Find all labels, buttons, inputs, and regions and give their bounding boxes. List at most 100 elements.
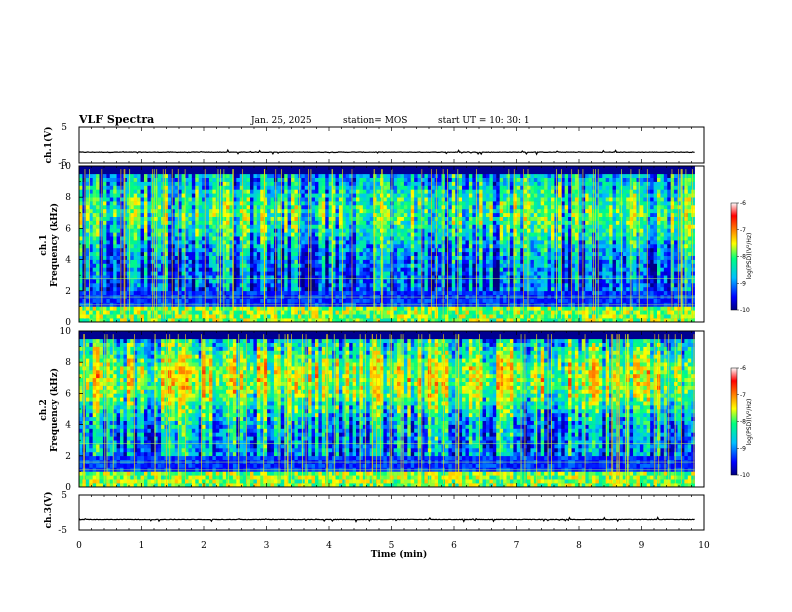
spectrogram-cell bbox=[383, 298, 388, 303]
spectrogram-cell bbox=[338, 275, 343, 280]
spectrogram-cell bbox=[458, 216, 463, 221]
spectrogram-cell bbox=[130, 173, 135, 178]
spectrogram-cell bbox=[253, 318, 258, 323]
spectrogram-cell bbox=[345, 263, 350, 268]
spectrogram-cell bbox=[267, 247, 271, 253]
spectrogram-cell bbox=[195, 259, 199, 264]
spectrogram-cell bbox=[267, 271, 271, 276]
spectrogram-cell bbox=[462, 205, 466, 210]
spectrogram-cell bbox=[424, 193, 429, 198]
spectrogram-cell bbox=[130, 259, 135, 264]
spectrogram-cell bbox=[256, 208, 261, 214]
spectrogram-cell bbox=[171, 212, 176, 217]
spectrogram-cell bbox=[191, 216, 196, 221]
spectrogram-cell bbox=[462, 193, 466, 198]
spectrogram-cell bbox=[140, 224, 145, 229]
spectrogram-cell bbox=[116, 271, 121, 276]
spectrogram-cell bbox=[475, 263, 480, 268]
spectrogram-cell bbox=[314, 240, 319, 245]
spectrogram-cell bbox=[226, 212, 230, 217]
spectrogram-cell bbox=[171, 166, 176, 171]
spectrogram-cell bbox=[212, 224, 217, 229]
spectrogram-cell bbox=[349, 314, 353, 319]
spectrogram-cell bbox=[417, 247, 422, 253]
spectrogram-cell bbox=[133, 286, 138, 292]
spectrogram-cell bbox=[181, 181, 186, 186]
spectrogram-cell bbox=[208, 205, 213, 210]
spectrogram-cell bbox=[167, 216, 172, 221]
spectrogram-cell bbox=[369, 259, 374, 264]
spectrogram-cell bbox=[92, 177, 97, 182]
spectrogram-cell bbox=[232, 185, 237, 190]
spectrogram-cell bbox=[154, 275, 158, 280]
spectrogram-cell bbox=[332, 259, 336, 264]
spectrogram-cell bbox=[332, 232, 336, 237]
spectrogram-cell bbox=[465, 208, 470, 214]
spectrogram-cell bbox=[301, 286, 306, 292]
spectrogram-cell bbox=[462, 220, 466, 225]
spectrogram-cell bbox=[328, 189, 333, 194]
spectrogram-cell bbox=[462, 267, 466, 272]
spectrogram-cell bbox=[267, 189, 271, 194]
spectrogram-cell bbox=[359, 314, 364, 319]
spectrogram-cell bbox=[208, 220, 213, 225]
spectrogram-cell bbox=[294, 247, 299, 253]
spectrogram-cell bbox=[167, 236, 172, 241]
spectrogram-cell bbox=[345, 181, 350, 186]
spectrogram-cell bbox=[332, 193, 336, 198]
spectrogram-cell bbox=[277, 228, 282, 233]
spectrogram-cell bbox=[421, 208, 425, 214]
spectrogram-cell bbox=[438, 173, 442, 178]
spectrogram-cell bbox=[130, 263, 135, 268]
spectrogram-cell bbox=[369, 197, 374, 202]
spectrogram-cell bbox=[147, 189, 152, 194]
spectrogram-cell bbox=[448, 205, 453, 210]
spectrogram-cell bbox=[212, 298, 217, 303]
spectrogram-cell bbox=[352, 314, 357, 319]
spectrogram-cell bbox=[181, 189, 186, 194]
spectrogram-cell bbox=[455, 240, 459, 245]
spectrogram-cell bbox=[458, 181, 463, 186]
spectrogram-cell bbox=[113, 251, 117, 256]
spectrogram-cell bbox=[260, 255, 264, 260]
spectrogram-cell bbox=[133, 177, 138, 182]
spectrogram-cell bbox=[458, 306, 463, 311]
spectrogram-cell bbox=[178, 298, 182, 303]
spectrogram-cell bbox=[270, 212, 275, 217]
spectrogram-cell bbox=[116, 298, 121, 303]
spectrogram-cell bbox=[321, 212, 326, 217]
spectrogram-cell bbox=[267, 259, 271, 264]
spectrogram-cell bbox=[376, 216, 381, 221]
spectrogram-cell bbox=[325, 212, 329, 217]
spectrogram-cell bbox=[397, 263, 401, 268]
spectrogram-cell bbox=[479, 193, 483, 198]
spectrogram-cell bbox=[85, 189, 90, 194]
spectrogram-cell bbox=[386, 201, 391, 206]
spectrogram-cell bbox=[130, 255, 135, 260]
spectrogram-cell bbox=[99, 283, 104, 288]
spectrogram-cell bbox=[410, 185, 415, 190]
spectrogram-cell bbox=[246, 290, 251, 295]
spectrogram-cell bbox=[116, 240, 121, 245]
spectrogram-cell bbox=[85, 306, 90, 311]
spectrogram-cell bbox=[492, 275, 497, 280]
spectrogram-cell bbox=[424, 205, 429, 210]
spectrogram-cell bbox=[444, 169, 449, 175]
spectrogram-cell bbox=[417, 290, 422, 295]
spectrogram-cell bbox=[96, 181, 100, 186]
spectrogram-cell bbox=[403, 244, 408, 249]
spectrogram-cell bbox=[338, 193, 343, 198]
spectrogram-cell bbox=[308, 169, 312, 175]
spectrogram-cell bbox=[407, 205, 412, 210]
spectrogram-cell bbox=[335, 251, 340, 256]
spectrogram-cell bbox=[102, 185, 107, 190]
spectrogram-cell bbox=[147, 247, 152, 253]
spectrogram-cell bbox=[96, 318, 100, 323]
spectrogram-cell bbox=[260, 232, 264, 237]
spectrogram-cell bbox=[267, 205, 271, 210]
spectrogram-cell bbox=[458, 251, 463, 256]
spectrogram-cell bbox=[188, 189, 193, 194]
spectrogram-cell bbox=[492, 205, 497, 210]
spectrogram-cell bbox=[164, 275, 169, 280]
spectrogram-cell bbox=[270, 263, 275, 268]
